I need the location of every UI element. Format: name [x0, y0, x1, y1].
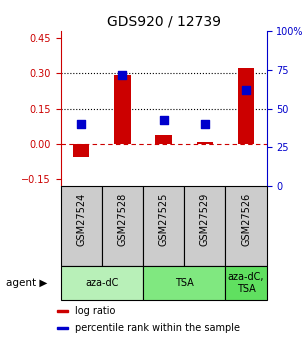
Text: agent ▶: agent ▶ [6, 278, 48, 288]
Point [120, 72, 125, 77]
Point [244, 87, 248, 93]
Bar [143, 186, 184, 266]
Text: GSM27524: GSM27524 [76, 193, 86, 246]
Bar [114, 75, 131, 144]
Text: log ratio: log ratio [75, 306, 115, 316]
Bar [184, 186, 225, 266]
Point [79, 121, 84, 127]
Bar [102, 186, 143, 266]
Text: TSA: TSA [175, 278, 194, 288]
Bar [73, 144, 89, 157]
Text: aza-dC: aza-dC [85, 278, 118, 288]
Bar [61, 266, 143, 300]
Text: GSM27529: GSM27529 [200, 193, 210, 246]
Bar [57, 327, 68, 329]
Text: aza-dC,
TSA: aza-dC, TSA [228, 272, 264, 294]
Text: GSM27525: GSM27525 [158, 193, 169, 246]
Text: GSM27528: GSM27528 [117, 193, 128, 246]
Bar [61, 186, 102, 266]
Bar [197, 141, 213, 144]
Point [202, 121, 207, 127]
Point [161, 117, 166, 122]
Bar [225, 186, 267, 266]
Text: GSM27526: GSM27526 [241, 193, 251, 246]
Bar [143, 266, 225, 300]
Bar [225, 266, 267, 300]
Title: GDS920 / 12739: GDS920 / 12739 [107, 14, 221, 29]
Text: percentile rank within the sample: percentile rank within the sample [75, 323, 240, 333]
Bar [155, 135, 172, 144]
Bar [238, 68, 254, 144]
Bar [57, 310, 68, 312]
